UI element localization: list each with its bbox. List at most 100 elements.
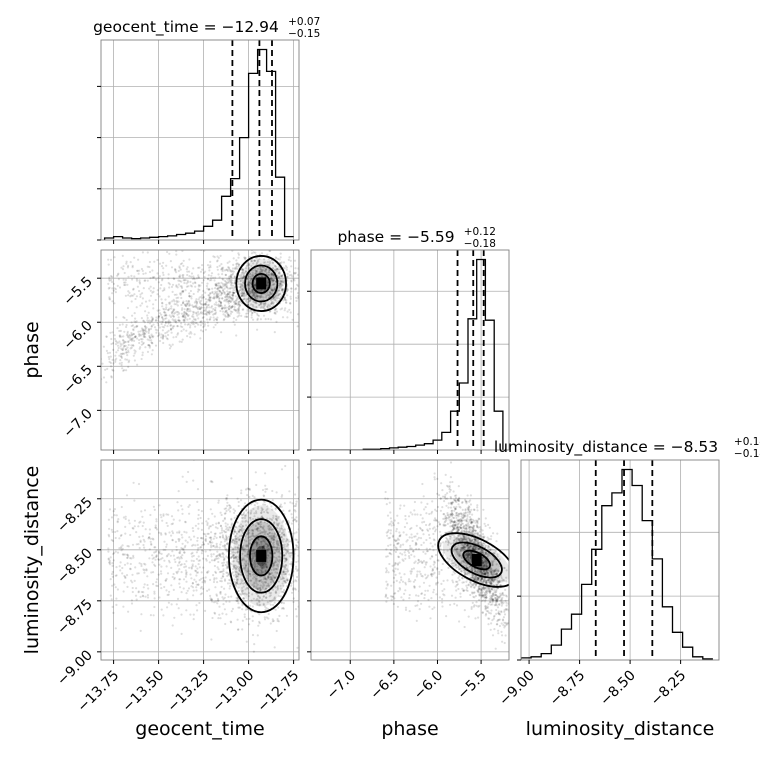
scatter-point: [299, 563, 301, 565]
scatter-point: [296, 539, 298, 541]
scatter-point: [159, 275, 161, 277]
scatter-point: [194, 286, 196, 288]
scatter-point: [228, 297, 230, 299]
scatter-point: [202, 317, 204, 319]
scatter-point: [217, 273, 219, 275]
scatter-point: [165, 513, 167, 515]
scatter-point: [198, 509, 200, 511]
scatter-point: [143, 586, 145, 588]
scatter-point: [296, 647, 298, 649]
scatter-point: [133, 482, 135, 484]
scatter-point: [132, 587, 134, 589]
scatter-point: [214, 586, 216, 588]
scatter-point: [152, 349, 154, 351]
scatter-point: [395, 568, 397, 570]
scatter-point: [172, 523, 174, 525]
scatter-point: [294, 247, 296, 249]
scatter-point: [253, 651, 255, 653]
scatter-point: [172, 318, 174, 320]
scatter-point: [114, 361, 116, 363]
scatter-point: [123, 590, 125, 592]
scatter-point: [142, 270, 144, 272]
scatter-point: [234, 300, 236, 302]
scatter-point: [125, 518, 127, 520]
scatter-point: [192, 563, 194, 565]
scatter-point: [206, 560, 208, 562]
scatter-point: [267, 318, 269, 320]
scatter-point: [256, 319, 258, 321]
scatter-point: [228, 528, 230, 530]
scatter-point: [218, 303, 220, 305]
scatter-point: [225, 281, 227, 283]
scatter-point: [179, 280, 181, 282]
scatter-point: [185, 569, 187, 571]
scatter-point: [159, 287, 161, 289]
scatter-point: [219, 536, 221, 538]
scatter-point: [205, 298, 207, 300]
scatter-point: [216, 319, 218, 321]
scatter-point: [150, 341, 152, 343]
scatter-point: [218, 522, 220, 524]
scatter-point: [291, 523, 293, 525]
scatter-point: [174, 319, 176, 321]
scatter-point: [230, 506, 232, 508]
scatter-point: [127, 556, 129, 558]
scatter-point: [450, 476, 452, 478]
scatter-point: [263, 495, 265, 497]
scatter-point: [264, 616, 266, 618]
scatter-point: [197, 537, 199, 539]
scatter-point: [120, 546, 122, 548]
scatter-point: [486, 610, 488, 612]
scatter-point: [286, 269, 288, 271]
scatter-point: [169, 561, 171, 563]
scatter-point: [121, 364, 123, 366]
scatter-point: [188, 567, 190, 569]
scatter-point: [178, 490, 180, 492]
scatter-point: [125, 369, 127, 371]
scatter-point: [173, 519, 175, 521]
scatter-point: [207, 325, 209, 327]
scatter-point: [195, 298, 197, 300]
scatter-point: [221, 613, 223, 615]
scatter-point: [194, 281, 196, 283]
scatter-point: [127, 294, 129, 296]
scatter-point: [113, 559, 115, 561]
scatter-point: [183, 328, 185, 330]
scatter-point: [263, 236, 265, 238]
scatter-point: [405, 534, 407, 536]
scatter-point: [131, 278, 133, 280]
scatter-point: [441, 601, 443, 603]
scatter-point: [119, 345, 121, 347]
scatter-point: [163, 549, 165, 551]
scatter-point: [134, 580, 136, 582]
scatter-point: [185, 592, 187, 594]
scatter-point: [115, 627, 117, 629]
scatter-point: [225, 536, 227, 538]
scatter-point: [140, 596, 142, 598]
scatter-point: [125, 341, 127, 343]
scatter-point: [201, 522, 203, 524]
scatter-point: [169, 301, 171, 303]
scatter-point: [151, 292, 153, 294]
scatter-point: [161, 553, 163, 555]
scatter-point: [148, 312, 150, 314]
scatter-point: [163, 560, 165, 562]
scatter-point: [203, 279, 205, 281]
scatter-point: [151, 554, 153, 556]
scatter-point: [196, 501, 198, 503]
scatter-point: [173, 617, 175, 619]
scatter-point: [192, 267, 194, 269]
scatter-point: [301, 584, 303, 586]
scatter-point: [420, 537, 422, 539]
scatter-point: [224, 269, 226, 271]
scatter-point: [164, 299, 166, 301]
scatter-point: [168, 296, 170, 298]
scatter-point: [314, 554, 316, 556]
scatter-point: [160, 284, 162, 286]
scatter-point: [180, 322, 182, 324]
scatter-point: [417, 600, 419, 602]
scatter-point: [499, 625, 501, 627]
scatter-point: [176, 297, 178, 299]
scatter-point: [215, 577, 217, 579]
scatter-point: [147, 251, 149, 253]
